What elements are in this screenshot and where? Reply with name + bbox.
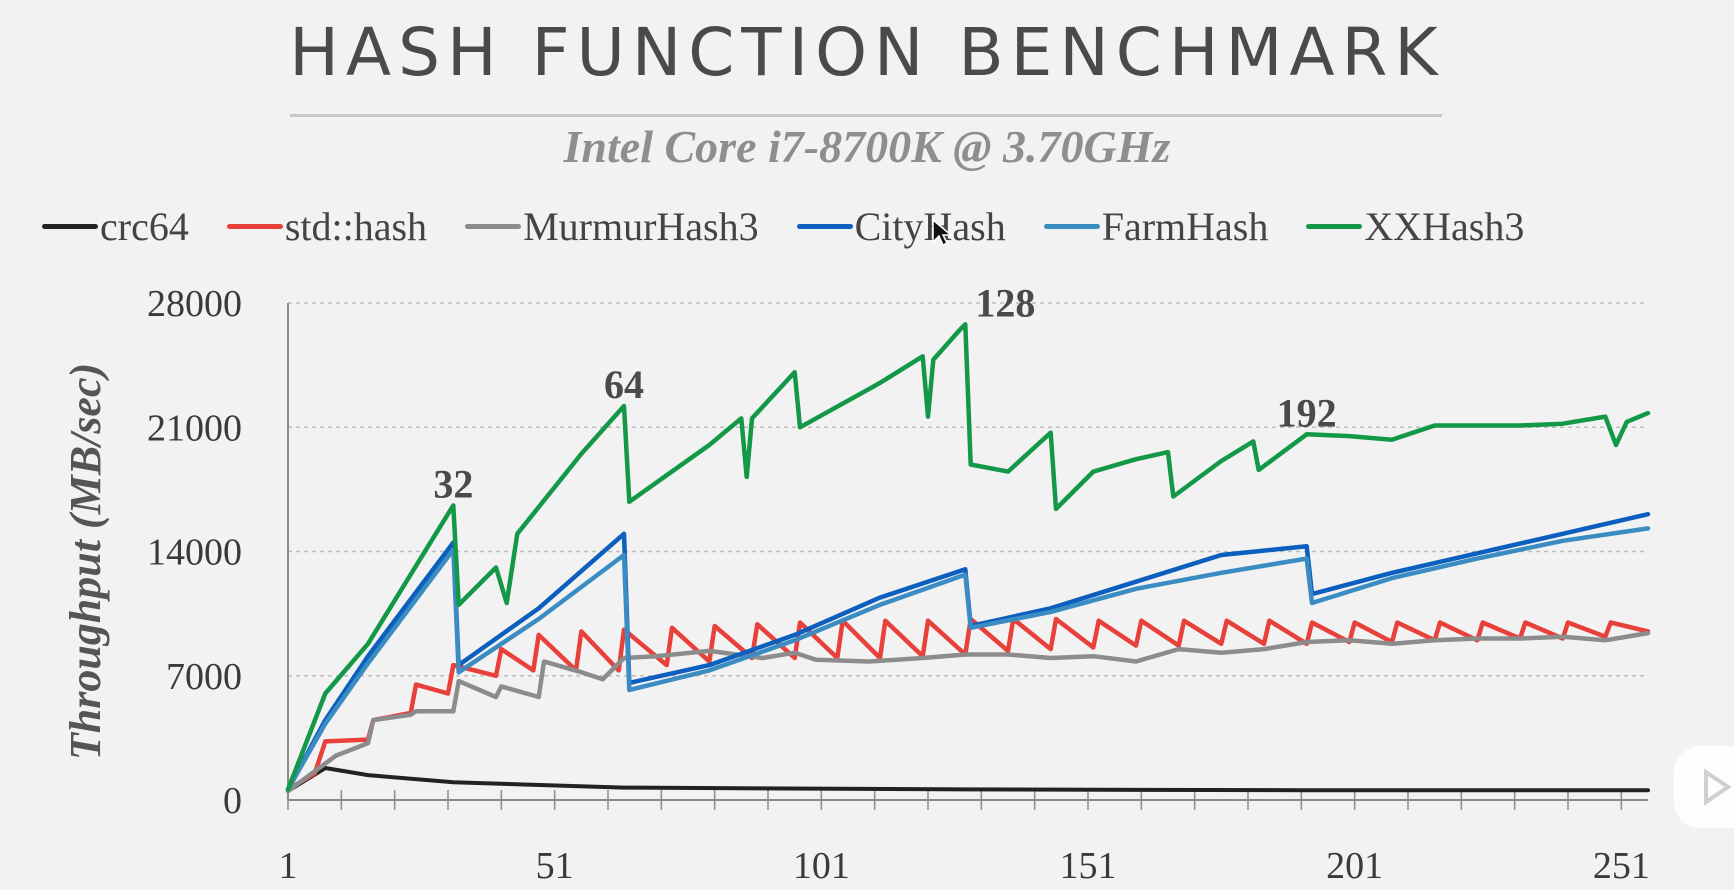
series-line-farmhash [285,526,1651,792]
chart-subtitle: Intel Core i7-8700K @ 3.70GHz [563,121,1171,172]
x-tick-label-201: 201 [1326,845,1383,885]
annotation-label-192: 192 [1277,390,1337,435]
legend-item-cityhash: CityHash [796,203,1006,250]
legend-item-std-hash: std::hash [226,203,428,250]
chart-title: HASH FUNCTION BENCHMARK [289,14,1445,91]
legend-swatch-std-hash [226,223,283,229]
x-tick-label-1: 1 [279,845,298,885]
legend-label-farmhash: FarmHash [1101,203,1269,249]
mouse-cursor-icon [932,218,953,247]
play-watermark-icon [1674,746,1734,828]
legend-label-std-hash: std::hash [284,203,428,249]
legend-item-farmhash: FarmHash [1043,203,1269,250]
legend-label-murmurhash3: MurmurHash3 [523,203,759,249]
annotation-label-128: 128 [975,280,1035,325]
legend-swatch-xxhash3 [1306,223,1363,229]
legend-item-murmurhash3: MurmurHash3 [465,203,759,250]
x-tick-label-51: 51 [536,845,574,885]
legend-item-crc64: crc64 [42,203,189,250]
legend-swatch-farmhash [1043,223,1100,229]
series-line-xxhash3 [285,322,1651,792]
chart-legend: crc64 std::hash MurmurHash3 CityHash Far… [42,198,1562,254]
legend-label-crc64: crc64 [100,203,189,249]
y-tick-label-0: 0 [223,780,242,822]
legend-label-xxhash3: XXHash3 [1364,203,1525,249]
series-line-crc64 [286,766,1650,794]
x-tick-label-151: 151 [1060,845,1117,885]
x-tick-label-251: 251 [1593,845,1650,885]
y-tick-label-7000: 7000 [166,656,242,698]
annotation-label-64: 64 [604,362,644,407]
legend-swatch-cityhash [796,223,853,229]
legend-swatch-murmurhash3 [465,223,522,229]
series-line-murmurhash3 [285,630,1651,794]
legend-label-cityhash: CityHash [854,203,1006,249]
x-tick-label-101: 101 [793,845,850,885]
y-axis-label: Throughput (MB/sec) [61,363,110,760]
title-divider [290,114,1442,117]
legend-item-xxhash3: XXHash3 [1306,203,1524,250]
legend-swatch-crc64 [42,223,98,229]
y-tick-label-28000: 28000 [147,283,242,325]
annotation-label-32: 32 [433,461,473,506]
y-tick-label-14000: 14000 [147,532,242,574]
y-tick-label-21000: 21000 [147,407,242,449]
series-line-std-hash [285,616,1651,792]
